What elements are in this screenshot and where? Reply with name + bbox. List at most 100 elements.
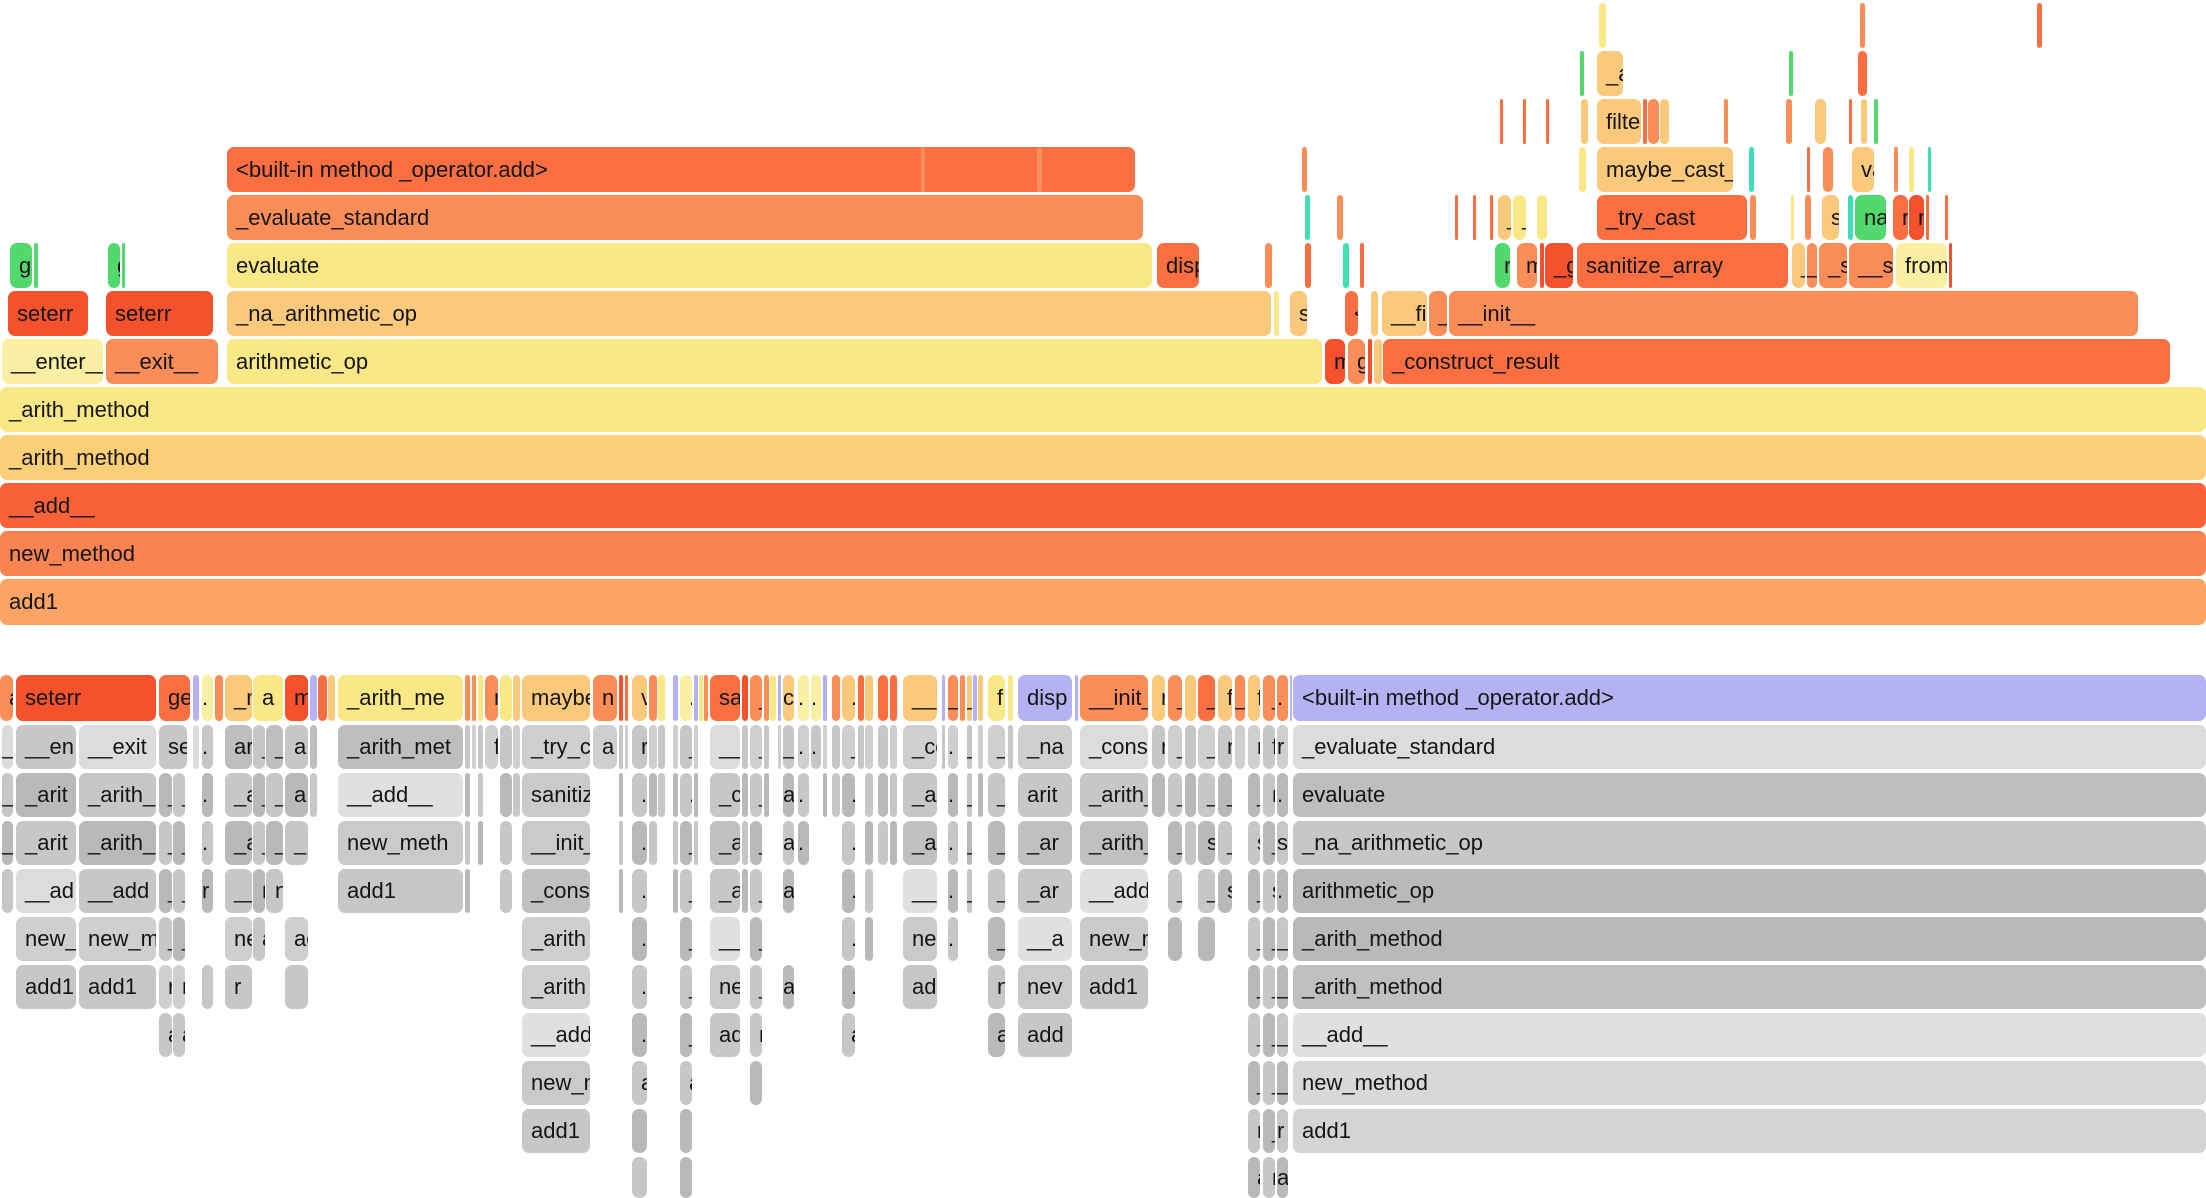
frame-add1[interactable]: add1 (0, 579, 2206, 625)
frame-_[interactable]: _ (750, 869, 762, 913)
frame-block[interactable] (890, 725, 897, 769)
frame-_[interactable]: _ (253, 773, 265, 817)
frame-a[interactable]: a (632, 1061, 647, 1105)
frame-[interactable]: . (842, 773, 855, 817)
frame-a[interactable]: a (253, 675, 283, 721)
frame-block[interactable] (978, 725, 983, 769)
frame-block[interactable] (890, 773, 897, 817)
frame-ne[interactable]: ne (710, 965, 740, 1009)
frame-block[interactable] (1337, 195, 1343, 240)
frame-_[interactable]: _ (159, 917, 172, 961)
frame-[interactable]: . (632, 869, 647, 913)
frame-new_m[interactable]: new_m (1080, 917, 1148, 961)
frame-f[interactable]: f (1218, 675, 1232, 721)
frame-ne[interactable]: ne (225, 917, 252, 961)
frame-arithmetic_op[interactable]: arithmetic_op (227, 339, 1322, 384)
frame-block[interactable] (1749, 147, 1754, 192)
frame-s[interactable]: s (1198, 821, 1215, 865)
frame-block[interactable] (778, 675, 781, 721)
frame-_[interactable]: _ (1263, 821, 1275, 865)
frame-[interactable]: . (632, 821, 647, 865)
frame-block[interactable] (1874, 99, 1878, 144)
frame-va[interactable]: va (1852, 147, 1874, 192)
frame-block[interactable] (658, 725, 665, 769)
frame-sanitize_array[interactable]: sanitize_array (1577, 243, 1788, 288)
frame-__a[interactable]: __a (903, 869, 937, 913)
frame-block[interactable] (500, 869, 512, 913)
frame-[interactable]: . (632, 965, 647, 1009)
frame-_[interactable]: _ (750, 917, 762, 961)
frame-new_method[interactable]: new_method (0, 531, 2206, 576)
frame-_[interactable]: _ (750, 965, 762, 1009)
frame-_arith_[interactable]: _arith_ (79, 821, 156, 865)
frame-block[interactable] (1909, 147, 1914, 192)
frame-block[interactable] (465, 725, 470, 769)
frame-block[interactable] (832, 725, 840, 769)
frame-block[interactable] (1945, 195, 1948, 240)
frame-_[interactable]: _ (948, 675, 958, 721)
frame-block[interactable] (694, 725, 698, 769)
frame-block[interactable] (890, 675, 897, 721)
frame-seterr[interactable]: seterr (16, 675, 156, 721)
frame-_[interactable]: _ (988, 773, 1005, 817)
frame-block[interactable] (478, 821, 483, 865)
frame-n[interactable]: n (593, 675, 617, 721)
frame-_a[interactable]: _a (710, 869, 740, 913)
frame-block[interactable] (625, 725, 628, 769)
frame-a[interactable]: a (253, 917, 265, 961)
frame-_[interactable]: _ (1248, 869, 1260, 913)
frame-[interactable]: . (680, 675, 692, 721)
frame-ari[interactable]: ari (225, 725, 252, 769)
frame-_[interactable]: _ (1168, 773, 1182, 817)
frame-block[interactable] (649, 675, 657, 721)
frame-a[interactable]: a (285, 773, 308, 817)
frame-g[interactable]: g (1348, 339, 1365, 384)
frame-block[interactable] (465, 869, 470, 913)
frame-_a[interactable]: _a (1597, 51, 1623, 96)
frame-block[interactable] (764, 773, 769, 817)
frame-_arith_method[interactable]: _arith_method (1293, 917, 2206, 961)
frame-block[interactable] (890, 821, 897, 865)
frame-f[interactable]: f (485, 725, 498, 769)
frame-_[interactable]: _ (159, 773, 172, 817)
frame-_[interactable]: _ (967, 869, 972, 913)
frame-a[interactable]: a (159, 1013, 172, 1057)
frame-_[interactable]: _ (173, 821, 185, 865)
frame-_na[interactable]: _na (1018, 725, 1072, 769)
frame-block[interactable] (1537, 195, 1547, 240)
frame-seterr[interactable]: seterr (106, 291, 213, 336)
frame-[interactable]: . (202, 773, 213, 817)
frame-block[interactable] (1858, 51, 1867, 96)
frame-block[interactable] (878, 773, 888, 817)
frame-disp[interactable]: disp (1157, 243, 1199, 288)
frame-block[interactable] (742, 675, 748, 721)
frame-block[interactable] (310, 773, 317, 817)
frame-_[interactable]: _ (266, 821, 283, 865)
frame-_[interactable]: _ (750, 821, 762, 865)
frame-__ad[interactable]: __ad (16, 869, 76, 913)
frame-__f[interactable]: __f (903, 675, 937, 721)
frame-_[interactable]: _ (680, 965, 692, 1009)
frame-_[interactable]: _ (1168, 675, 1182, 721)
frame-block[interactable] (1168, 917, 1182, 961)
frame-_[interactable]: _ (159, 821, 172, 865)
frame-block[interactable] (619, 675, 623, 721)
frame-block[interactable] (1371, 291, 1378, 336)
frame-_[interactable]: _ (1263, 917, 1275, 961)
frame-ge[interactable]: ge (159, 675, 190, 721)
frame-_[interactable]: _ (2, 725, 13, 769)
frame-block[interactable] (1185, 725, 1196, 769)
frame-_[interactable]: _ (1198, 773, 1215, 817)
frame-new_method[interactable]: new_method (1293, 1061, 2206, 1105)
frame-block[interactable] (1368, 339, 1372, 384)
frame-add1[interactable]: add1 (522, 1109, 590, 1153)
frame-block[interactable] (513, 725, 520, 769)
frame-arit[interactable]: arit (1018, 773, 1072, 817)
frame-_[interactable]: _ (680, 917, 692, 961)
frame-_[interactable]: _ (967, 773, 972, 817)
frame-_try_cast[interactable]: _try_cast (1597, 195, 1747, 240)
frame-block[interactable] (1786, 99, 1792, 144)
frame-block[interactable] (1807, 147, 1810, 192)
frame-m[interactable]: m (1325, 339, 1345, 384)
frame-_[interactable]: _ (1277, 1061, 1288, 1105)
